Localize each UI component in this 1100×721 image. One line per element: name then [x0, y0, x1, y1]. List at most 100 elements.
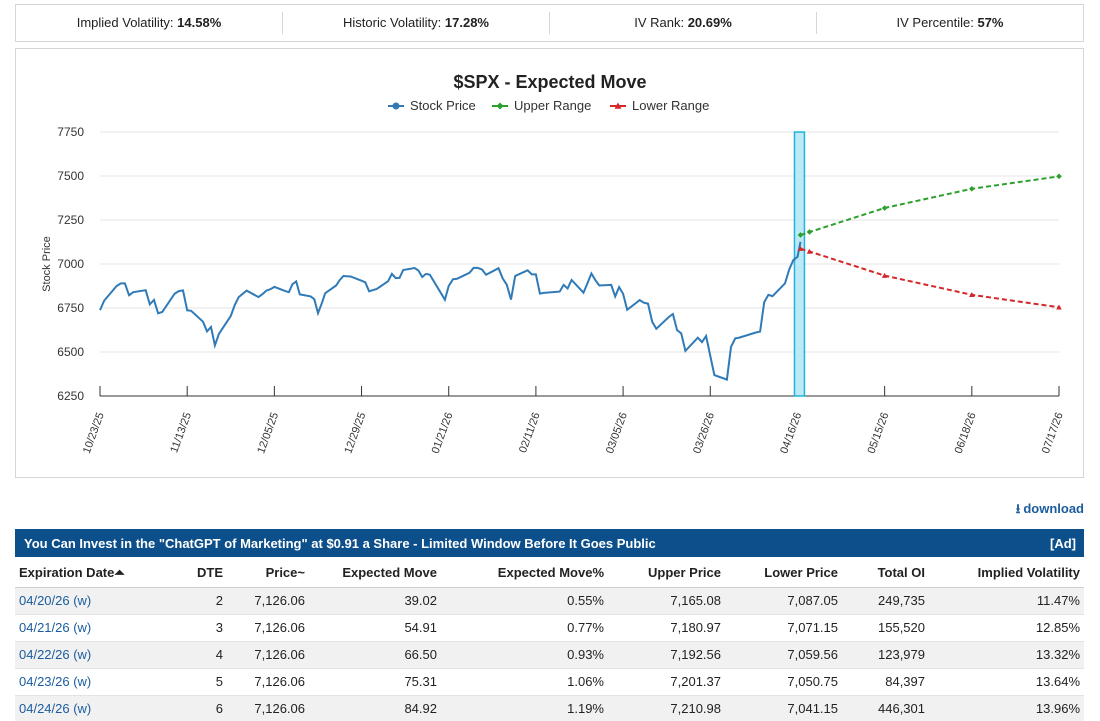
series-point: [797, 245, 804, 251]
ad-banner[interactable]: You Can Invest in the "ChatGPT of Market…: [15, 529, 1084, 557]
series-point: [1056, 304, 1062, 310]
expiration-link[interactable]: 04/22/26 (w): [19, 647, 92, 662]
y-tick-label: 6750: [57, 301, 84, 315]
chart-svg[interactable]: $SPX - Expected Move Stock Price Upper Ran…: [16, 49, 1085, 479]
series-point: [881, 272, 888, 278]
implied-volatility-cell: 12.85%: [929, 614, 1084, 642]
x-tick-label: 01/21/26: [430, 411, 456, 455]
stat-label: IV Rank:: [634, 15, 685, 30]
lower-price-cell: 7,050.75: [725, 668, 842, 696]
legend-marker-0: [392, 102, 400, 110]
lower-price-cell: 7,041.15: [725, 695, 842, 721]
expiration-cell: 04/20/26 (w): [15, 587, 165, 615]
header-upper-price[interactable]: Upper Price: [608, 559, 725, 588]
legend-label: Lower Range: [632, 98, 709, 113]
x-tick-label: 06/18/26: [953, 411, 979, 455]
header-expected-move[interactable]: Expected Move: [309, 559, 441, 588]
y-tick-label: 7000: [57, 257, 84, 271]
dte-cell: 6: [165, 695, 227, 721]
dte-cell: 2: [165, 587, 227, 615]
expiration-cell: 04/23/26 (w): [15, 668, 165, 696]
lower-price-cell: 7,059.56: [725, 641, 842, 669]
y-tick-label: 7750: [57, 125, 84, 139]
stat-label: Historic Volatility:: [343, 15, 442, 30]
lower-price-cell: 7,087.05: [725, 587, 842, 615]
expected-move-cell: 75.31: [309, 668, 441, 696]
dte-cell: 3: [165, 614, 227, 642]
x-tick-label: 02/11/26: [517, 411, 543, 455]
total-oi-cell: 155,520: [842, 614, 929, 642]
x-tick-label: 11/13/25: [168, 411, 194, 455]
y-tick-label: 6250: [57, 389, 84, 403]
x-tick-label: 07/17/26: [1040, 411, 1066, 455]
x-tick-label: 12/29/25: [342, 411, 368, 455]
dte-cell: 5: [165, 668, 227, 696]
series-line-upper-range: [800, 175, 1060, 236]
table-row: 04/23/26 (w) 5 7,126.06 75.31 1.06% 7,20…: [15, 668, 1084, 696]
download-row: ⭳ download: [15, 500, 1084, 522]
y-tick-label: 7500: [57, 169, 84, 183]
legend-marker-1: [496, 102, 504, 110]
series-point: [969, 186, 975, 192]
header-price[interactable]: Price~: [227, 559, 309, 588]
ad-tag[interactable]: [Ad]: [1050, 535, 1076, 551]
implied-volatility-cell: 13.64%: [929, 668, 1084, 696]
series-point: [806, 229, 813, 235]
historic-volatility-stat: Historic Volatility: 17.28%: [283, 12, 550, 34]
table-row: 04/20/26 (w) 2 7,126.06 39.02 0.55% 7,16…: [15, 587, 1084, 615]
chart-title: $SPX - Expected Move: [453, 72, 646, 92]
expiration-link[interactable]: 04/20/26 (w): [19, 593, 92, 608]
y-axis-label: Stock Price: [41, 236, 53, 292]
header-dte[interactable]: DTE: [165, 559, 227, 588]
x-tick-label: 03/26/26: [691, 411, 717, 455]
implied-volatility-stat: Implied Volatility: 14.58%: [16, 12, 283, 34]
series-point: [881, 205, 888, 211]
series-point: [797, 232, 804, 238]
implied-volatility-cell: 11.47%: [929, 587, 1084, 615]
expected-move-pct-cell: 1.19%: [441, 695, 608, 721]
expected-move-table: Expiration Date⏶ DTE Price~ Expected Mov…: [15, 559, 1084, 721]
y-tick-label: 7250: [57, 213, 84, 227]
expiration-link[interactable]: 04/24/26 (w): [19, 701, 92, 716]
upper-price-cell: 7,180.97: [608, 614, 725, 642]
header-implied-volatility[interactable]: Implied Volatility: [929, 559, 1084, 588]
iv-percentile-stat: IV Percentile: 57%: [817, 12, 1083, 34]
expiration-cell: 04/24/26 (w): [15, 695, 165, 721]
expiration-link[interactable]: 04/23/26 (w): [19, 674, 92, 689]
expected-move-pct-cell: 0.77%: [441, 614, 608, 642]
stat-value: 17.28%: [444, 15, 489, 30]
price-cell: 7,126.06: [227, 587, 309, 615]
x-tick-label: 10/23/25: [81, 411, 107, 455]
table-header-row: Expiration Date⏶ DTE Price~ Expected Mov…: [15, 559, 1084, 588]
header-expected-move-pct[interactable]: Expected Move%: [441, 559, 608, 588]
lower-price-cell: 7,071.15: [725, 614, 842, 642]
series-line-stock-price: [99, 241, 802, 381]
expiration-cell: 04/22/26 (w): [15, 641, 165, 669]
ad-text[interactable]: You Can Invest in the "ChatGPT of Market…: [24, 535, 656, 551]
x-tick-label: 12/05/25: [255, 411, 281, 455]
expiration-link[interactable]: 04/21/26 (w): [19, 620, 92, 635]
header-expiration-date[interactable]: Expiration Date⏶: [15, 559, 165, 588]
total-oi-cell: 249,735: [842, 587, 929, 615]
expected-move-chart[interactable]: $SPX - Expected Move Stock Price Upper Ran…: [15, 48, 1084, 478]
table-row: 04/22/26 (w) 4 7,126.06 66.50 0.93% 7,19…: [15, 641, 1084, 669]
expiration-cell: 04/21/26 (w): [15, 614, 165, 642]
price-cell: 7,126.06: [227, 614, 309, 642]
iv-rank-stat: IV Rank: 20.69%: [550, 12, 817, 34]
current-date-highlight: [793, 131, 806, 397]
x-tick-label: 05/15/26: [866, 411, 892, 455]
volatility-stats-bar: Implied Volatility: 14.58% Historic Vola…: [15, 4, 1084, 42]
y-tick-label: 6500: [57, 345, 84, 359]
series-point: [1056, 173, 1062, 180]
total-oi-cell: 123,979: [842, 641, 929, 669]
header-total-oi[interactable]: Total OI: [842, 559, 929, 588]
implied-volatility-cell: 13.96%: [929, 695, 1084, 721]
legend-label: Stock Price: [410, 98, 476, 113]
implied-volatility-cell: 13.32%: [929, 641, 1084, 669]
table-row: 04/21/26 (w) 3 7,126.06 54.91 0.77% 7,18…: [15, 614, 1084, 642]
header-lower-price[interactable]: Lower Price: [725, 559, 842, 588]
series-point: [806, 248, 813, 254]
download-link[interactable]: ⭳ download: [1016, 501, 1084, 516]
upper-price-cell: 7,201.37: [608, 668, 725, 696]
total-oi-cell: 446,301: [842, 695, 929, 721]
